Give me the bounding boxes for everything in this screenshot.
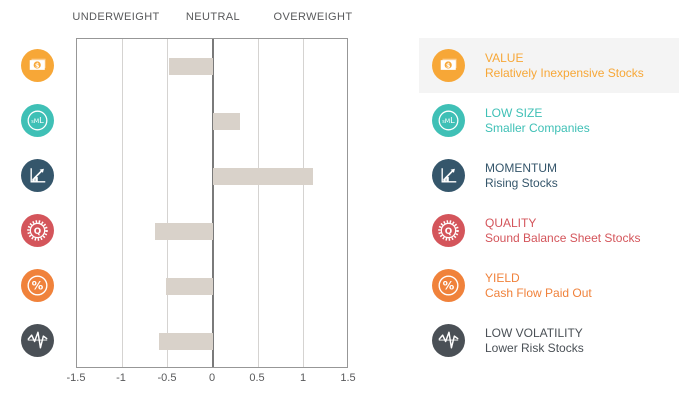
zone-label-neutral: NEUTRAL <box>185 11 241 23</box>
momentum-icon <box>21 159 54 192</box>
bar-value <box>168 58 213 75</box>
factor-description: Sound Balance Sheet Stocks <box>485 230 641 245</box>
gridline <box>303 39 304 367</box>
bar-yield <box>165 278 213 295</box>
x-tick: -1.5 <box>66 372 86 384</box>
value-icon: $ <box>21 49 54 82</box>
factor-description: Smaller Companies <box>485 120 590 135</box>
svg-text:%: % <box>32 279 44 293</box>
gridline <box>122 39 123 367</box>
x-tick: -1 <box>116 372 126 384</box>
factor-bar-chart <box>76 38 348 368</box>
low-size-icon: sML <box>432 104 465 137</box>
legend-item-momentum[interactable]: MOMENTUM Rising Stocks <box>419 148 679 203</box>
factor-name: QUALITY <box>485 215 537 230</box>
momentum-icon <box>432 159 465 192</box>
factor-description: Cash Flow Paid Out <box>485 285 592 300</box>
factor-name: VALUE <box>485 50 524 65</box>
low-size-icon: sML <box>21 104 54 137</box>
bar-momentum <box>213 168 313 185</box>
legend-item-value[interactable]: $ VALUE Relatively Inexpensive Stocks <box>419 38 679 93</box>
low-volatility-icon <box>432 324 465 357</box>
x-tick: 1 <box>299 372 307 384</box>
legend-item-low-volatility[interactable]: LOW VOLATILITY Lower Risk Stocks <box>419 313 679 368</box>
yield-icon: % <box>21 269 54 302</box>
low-volatility-icon <box>21 324 54 357</box>
value-icon: $ <box>432 49 465 82</box>
x-tick: 0 <box>208 372 216 384</box>
bar-low-size <box>213 113 241 130</box>
zone-label-overweight: OVERWEIGHT <box>273 11 353 23</box>
svg-text:sML: sML <box>31 115 44 125</box>
bar-low-volatility <box>158 333 213 350</box>
svg-text:$: $ <box>446 62 450 69</box>
neutral-zero-line <box>212 39 214 367</box>
x-tick: -0.5 <box>157 372 177 384</box>
legend-item-quality[interactable]: Q QUALITY Sound Balance Sheet Stocks <box>419 203 679 258</box>
factor-name: LOW VOLATILITY <box>485 325 583 340</box>
svg-text:sML: sML <box>442 115 455 125</box>
x-tick: 0.5 <box>249 372 265 384</box>
quality-icon: Q <box>21 214 54 247</box>
yield-icon: % <box>432 269 465 302</box>
legend-item-low-size[interactable]: sML LOW SIZE Smaller Companies <box>419 93 679 148</box>
svg-text:%: % <box>443 279 455 293</box>
quality-icon: Q <box>432 214 465 247</box>
legend-item-yield[interactable]: % YIELD Cash Flow Paid Out <box>419 258 679 313</box>
gridline <box>258 39 259 367</box>
x-tick: 1.5 <box>340 372 356 384</box>
factor-description: Rising Stocks <box>485 175 558 190</box>
factor-name: LOW SIZE <box>485 105 543 120</box>
svg-text:Q: Q <box>34 227 41 237</box>
svg-text:$: $ <box>35 62 39 69</box>
factor-name: MOMENTUM <box>485 160 557 175</box>
bar-quality <box>155 223 213 240</box>
zone-label-underweight: UNDERWEIGHT <box>72 11 160 23</box>
svg-text:Q: Q <box>445 227 452 237</box>
factor-description: Lower Risk Stocks <box>485 340 584 355</box>
factor-name: YIELD <box>485 270 520 285</box>
factor-description: Relatively Inexpensive Stocks <box>485 65 644 80</box>
gridline <box>167 39 168 367</box>
